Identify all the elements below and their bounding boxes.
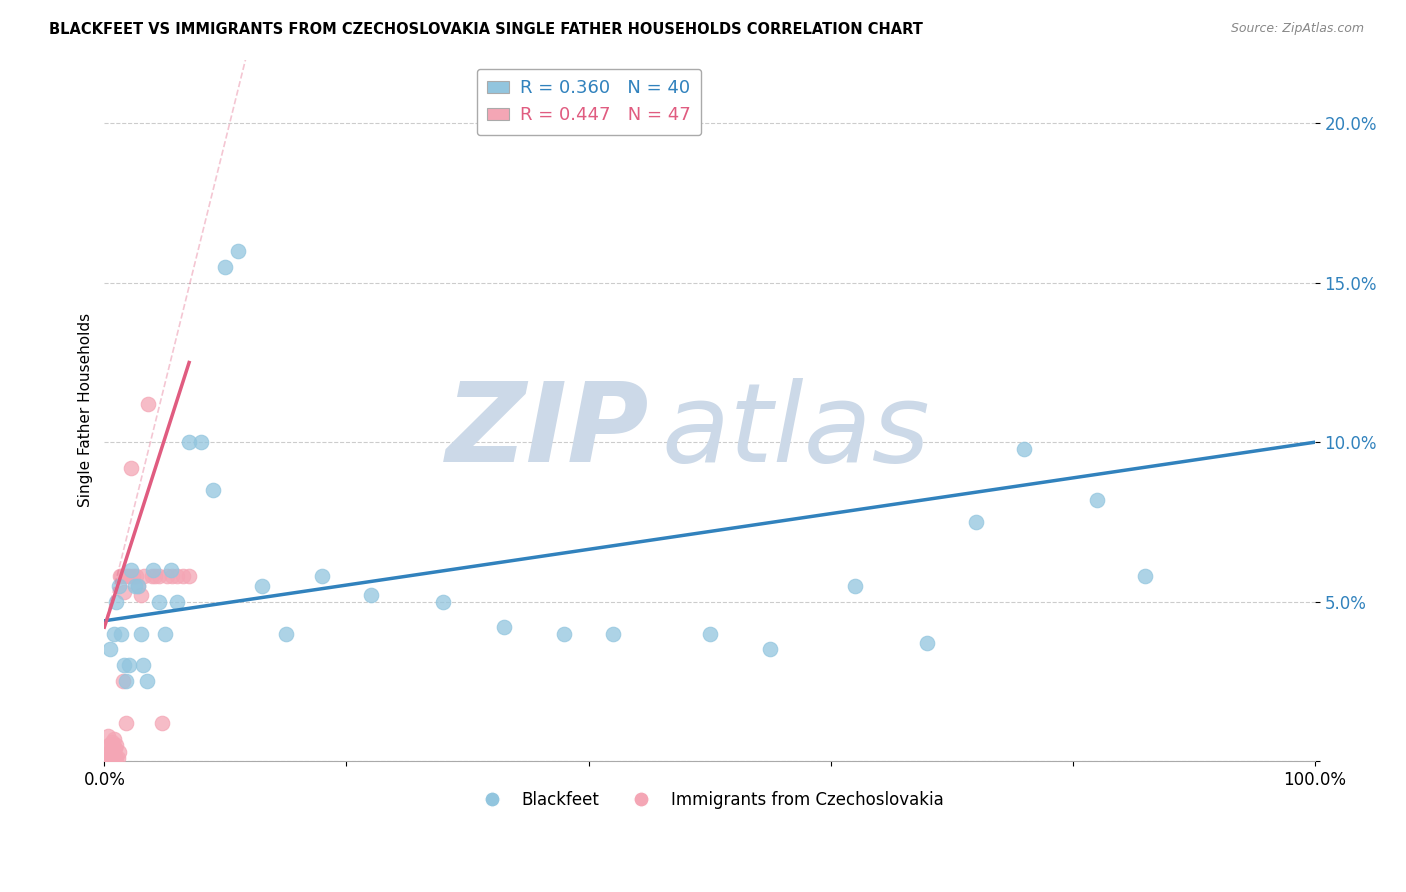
Point: [115, 674, 138, 689]
Point: [120, 563, 142, 577]
Point: [117, 569, 139, 583]
Point: [917, 636, 939, 650]
Point: [122, 569, 145, 583]
Point: [172, 569, 194, 583]
Point: [112, 658, 135, 673]
Point: [115, 715, 138, 730]
Point: [141, 569, 163, 583]
Point: [103, 745, 125, 759]
Point: [108, 579, 131, 593]
Point: [124, 579, 146, 593]
Point: [120, 460, 142, 475]
Point: [135, 674, 157, 689]
Text: BLACKFEET VS IMMIGRANTS FROM CZECHOSLOVAKIA SINGLE FATHER HOUSEHOLDS CORRELATION: BLACKFEET VS IMMIGRANTS FROM CZECHOSLOVA…: [49, 22, 924, 37]
Point: [110, 569, 132, 583]
Text: Source: ZipAtlas.com: Source: ZipAtlas.com: [1230, 22, 1364, 36]
Point: [98, 751, 121, 765]
Point: [105, 594, 128, 608]
Point: [160, 563, 183, 577]
Point: [103, 731, 125, 746]
Point: [103, 751, 125, 765]
Point: [111, 674, 134, 689]
Point: [105, 738, 128, 752]
Point: [129, 626, 152, 640]
Point: [166, 594, 188, 608]
Point: [699, 626, 721, 640]
Point: [152, 715, 174, 730]
Point: [136, 397, 159, 411]
Legend: Blackfeet, Immigrants from Czechoslovakia: Blackfeet, Immigrants from Czechoslovaki…: [468, 785, 950, 816]
Point: [274, 626, 297, 640]
Point: [100, 751, 122, 765]
Point: [97, 729, 120, 743]
Point: [844, 579, 866, 593]
Point: [97, 751, 120, 765]
Point: [101, 751, 124, 765]
Point: [250, 579, 273, 593]
Point: [432, 594, 454, 608]
Point: [214, 260, 236, 274]
Point: [108, 745, 131, 759]
Point: [108, 569, 131, 583]
Point: [105, 751, 128, 765]
Point: [127, 579, 149, 593]
Point: [759, 642, 782, 657]
Point: [129, 588, 152, 602]
Point: [112, 585, 135, 599]
Point: [142, 563, 165, 577]
Text: atlas: atlas: [661, 378, 929, 485]
Text: ZIP: ZIP: [446, 378, 650, 485]
Point: [96, 747, 118, 762]
Point: [148, 594, 170, 608]
Point: [117, 658, 139, 673]
Point: [160, 569, 183, 583]
Point: [127, 579, 149, 593]
Point: [100, 745, 122, 759]
Point: [311, 569, 333, 583]
Point: [1012, 442, 1035, 456]
Point: [1135, 569, 1157, 583]
Point: [153, 626, 176, 640]
Point: [602, 626, 624, 640]
Point: [553, 626, 575, 640]
Point: [104, 741, 127, 756]
Point: [148, 569, 170, 583]
Point: [100, 751, 122, 765]
Point: [1085, 492, 1108, 507]
Point: [107, 751, 129, 765]
Point: [492, 620, 515, 634]
Point: [177, 435, 200, 450]
Point: [143, 569, 166, 583]
Point: [360, 588, 382, 602]
Point: [177, 569, 200, 583]
Point: [166, 569, 188, 583]
Point: [98, 738, 121, 752]
Point: [202, 483, 225, 497]
Point: [101, 738, 124, 752]
Point: [100, 642, 122, 657]
Y-axis label: Single Father Households: Single Father Households: [79, 313, 93, 508]
Point: [100, 741, 122, 756]
Point: [110, 626, 132, 640]
Point: [114, 569, 136, 583]
Point: [103, 626, 125, 640]
Point: [134, 569, 156, 583]
Point: [226, 244, 249, 258]
Point: [965, 515, 987, 529]
Point: [117, 569, 139, 583]
Point: [156, 569, 179, 583]
Point: [101, 745, 124, 759]
Point: [100, 738, 122, 752]
Point: [190, 435, 212, 450]
Point: [100, 735, 122, 749]
Point: [104, 751, 127, 765]
Point: [125, 569, 148, 583]
Point: [132, 658, 155, 673]
